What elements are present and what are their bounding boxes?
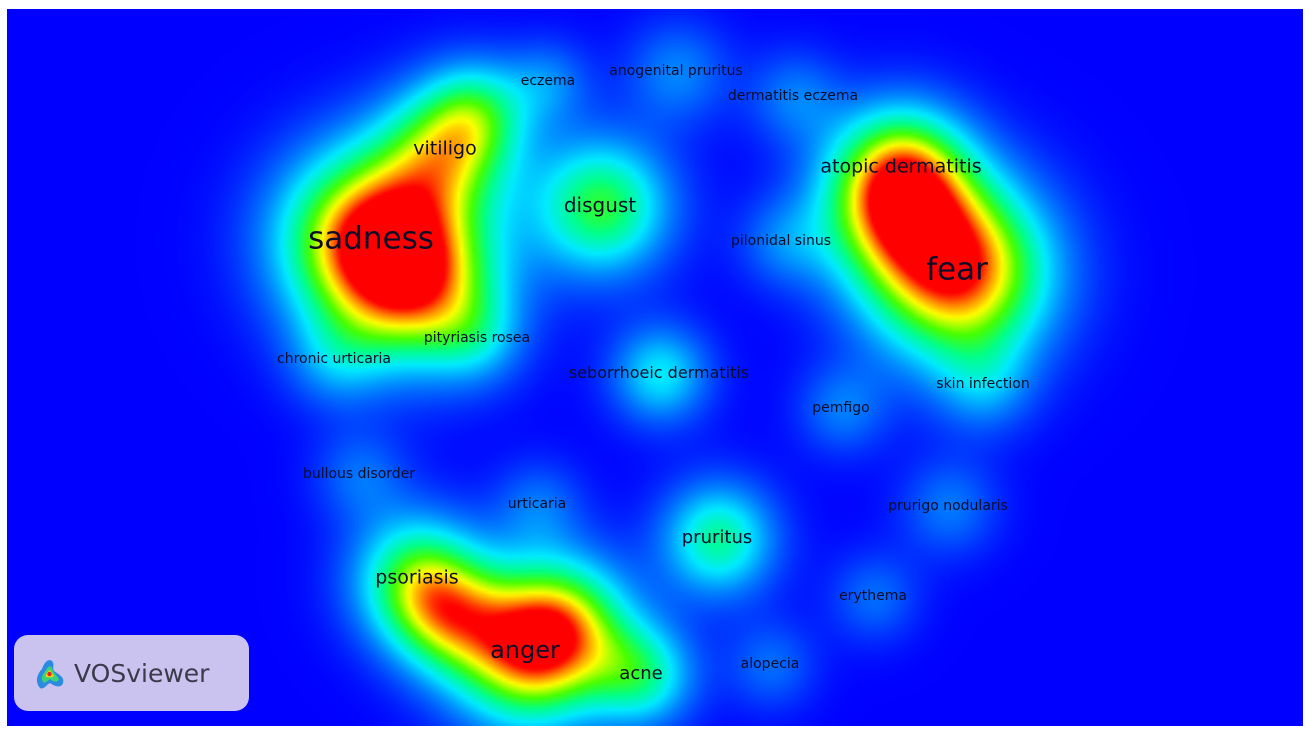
- keyword-urticaria[interactable]: urticaria: [507, 496, 567, 512]
- keyword-erythema[interactable]: erythema: [839, 588, 907, 604]
- vosviewer-logo-badge: VOSviewer: [14, 635, 249, 711]
- keyword-acne[interactable]: acne: [619, 663, 663, 684]
- keyword-atopic-dermatitis[interactable]: atopic dermatitis: [820, 155, 982, 178]
- keyword-pilonidal-sinus[interactable]: pilonidal sinus: [730, 233, 832, 249]
- keyword-eczema[interactable]: eczema: [520, 73, 576, 89]
- keyword-pemfigo[interactable]: pemfigo: [812, 400, 870, 416]
- keyword-alopecia[interactable]: alopecia: [740, 656, 800, 672]
- keyword-pityriasis-rosea[interactable]: pityriasis rosea: [423, 330, 531, 346]
- keyword-bullous-disorder[interactable]: bullous disorder: [302, 466, 416, 482]
- keyword-sadness[interactable]: sadness: [308, 220, 434, 257]
- keyword-vitiligo[interactable]: vitiligo: [413, 137, 477, 160]
- keyword-psoriasis[interactable]: psoriasis: [375, 566, 459, 589]
- keyword-anger[interactable]: anger: [490, 636, 560, 664]
- density-heatmap: [7, 9, 1303, 726]
- density-map[interactable]: sadness fear anger vitiligo disgust atop…: [7, 9, 1303, 726]
- keyword-fear[interactable]: fear: [926, 251, 988, 288]
- keyword-pruritus[interactable]: pruritus: [681, 527, 753, 548]
- keyword-seborrhoeic-dermatitis[interactable]: seborrhoeic dermatitis: [568, 363, 750, 382]
- vosviewer-logo-icon: [36, 660, 64, 689]
- keyword-skin-infection[interactable]: skin infection: [936, 376, 1030, 392]
- keyword-chronic-urticaria[interactable]: chronic urticaria: [276, 351, 392, 367]
- keyword-disgust[interactable]: disgust: [563, 193, 637, 217]
- keyword-prurigo-nodularis[interactable]: prurigo nodularis: [888, 498, 1008, 514]
- keyword-dermatitis-eczema[interactable]: dermatitis eczema: [727, 88, 859, 104]
- vosviewer-logo-text: VOSviewer: [74, 659, 210, 688]
- keyword-anogenital-pruritus[interactable]: anogenital pruritus: [609, 63, 743, 79]
